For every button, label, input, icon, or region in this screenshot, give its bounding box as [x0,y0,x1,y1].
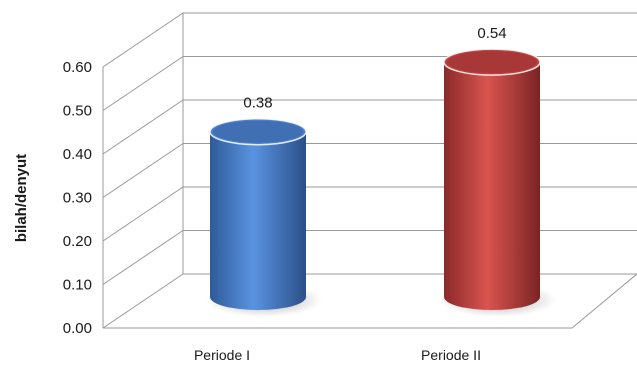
gridline [102,273,637,329]
floor-edge [103,273,637,329]
y-tick-label: 0.20 [63,233,92,250]
y-tick-label: 0.00 [63,320,92,337]
y-tick-label: 0.50 [63,103,92,120]
gridlines [102,12,637,329]
bar-top [443,48,541,76]
x-category-label: Periode I [194,347,250,363]
y-tick-label: 0.10 [63,277,92,294]
bar-top-shade [447,51,537,74]
bar-body [210,131,306,310]
y-tick-label: 0.60 [63,59,92,76]
x-category-label: Periode II [421,347,481,363]
bars: 0.38 0.54 [206,25,556,317]
data-label: 0.54 [477,25,506,42]
bar-1: 0.38 [206,95,322,317]
bar-body [444,62,540,310]
y-tick-label: 0.40 [63,146,92,163]
y-tick-label: 0.30 [63,190,92,207]
data-label: 0.38 [243,95,272,112]
x-axis-labels: Periode I Periode II [194,347,481,363]
y-axis-title: bilah/denyut [13,154,30,242]
y-axis-ticks: 0.00 0.10 0.20 0.30 0.40 0.50 0.60 [63,59,92,337]
bar-top [209,117,307,146]
bar-top-shade [213,120,303,143]
bar-2: 0.54 [440,25,556,317]
